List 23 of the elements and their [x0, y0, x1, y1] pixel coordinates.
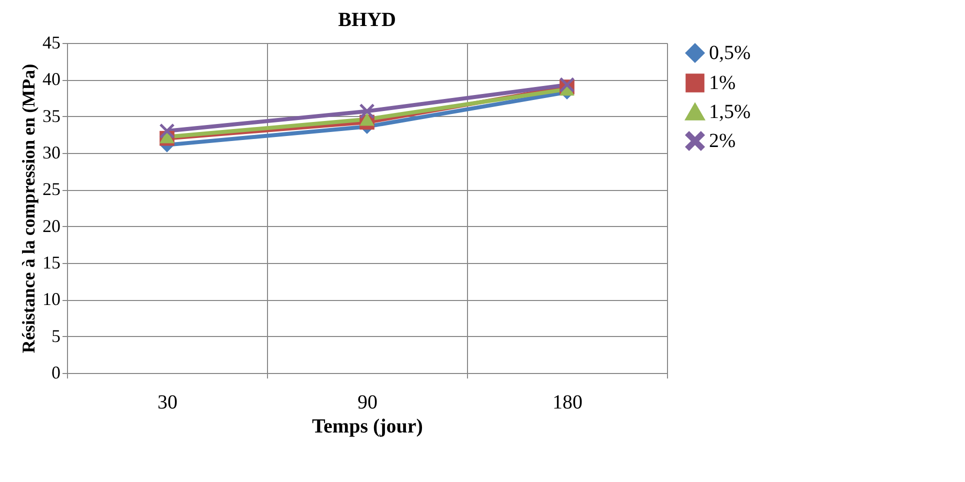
- y-tick-label: 15: [42, 252, 60, 272]
- y-tick-label: 30: [42, 142, 60, 162]
- y-tick-label: 40: [42, 69, 60, 90]
- point: [360, 104, 374, 119]
- y-tick-label: 45: [42, 32, 60, 52]
- y-tick-label: 0: [52, 362, 60, 382]
- legend-label: 0,5%: [709, 42, 751, 64]
- x-tick-label: 90: [358, 392, 378, 414]
- y-tick-label: 25: [42, 179, 60, 200]
- point: [360, 112, 374, 126]
- x-tick-label: 30: [158, 392, 178, 414]
- legend-label: 1,5%: [709, 101, 751, 123]
- legend-label: 2%: [709, 130, 736, 152]
- legend-label: 1%: [709, 72, 736, 94]
- x-axis-title: Temps (jour): [312, 416, 423, 438]
- y-tick-label: 20: [42, 216, 60, 236]
- x-tick-label: 180: [552, 392, 582, 414]
- y-tick-label: 10: [42, 289, 60, 310]
- point: [160, 124, 174, 138]
- y-tick-label: 5: [52, 326, 60, 346]
- chart-title: BHYD: [338, 9, 396, 31]
- y-axis-title: Résistance à la compression en (MPa): [18, 64, 38, 354]
- y-tick-label: 35: [42, 106, 60, 126]
